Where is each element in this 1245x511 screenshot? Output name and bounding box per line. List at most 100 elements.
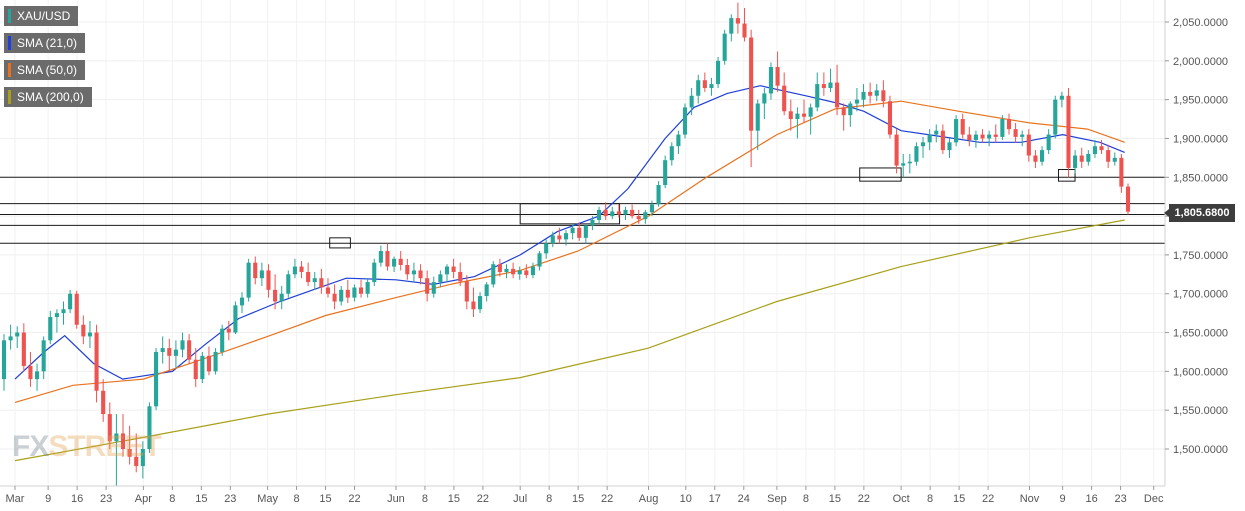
annotation-boxes	[329, 167, 1076, 249]
candle-body	[676, 134, 681, 147]
candle-body	[954, 119, 959, 143]
candle-body	[663, 160, 668, 186]
x-tick-label: 15	[195, 493, 207, 505]
x-tick-label: 8	[803, 493, 809, 505]
candle-body	[167, 348, 172, 356]
x-tick-label: 22	[858, 493, 870, 505]
candle-body	[200, 355, 205, 380]
legend-item-sma21[interactable]: SMA (21,0)	[4, 33, 86, 53]
candle-body	[775, 67, 780, 86]
candle-body	[497, 264, 502, 272]
candle-body	[788, 111, 793, 120]
candle-body	[239, 297, 245, 306]
candle-body	[61, 309, 66, 314]
candle-body	[504, 268, 509, 272]
candle-body	[960, 119, 965, 135]
x-tick-label: 23	[100, 493, 112, 505]
sma-line	[14, 85, 1125, 380]
candle-body	[101, 390, 106, 415]
y-tick-label: 1,500.0000	[1173, 444, 1228, 456]
candle-body	[107, 414, 112, 442]
candle-body	[1125, 186, 1131, 212]
legend-swatch	[8, 90, 11, 104]
x-tick-label: Mar	[6, 493, 25, 505]
candle-body	[187, 340, 192, 360]
candle-body	[597, 209, 602, 220]
candle-body	[464, 281, 469, 302]
candle-body	[1079, 155, 1084, 162]
x-tick-label: 24	[738, 493, 750, 505]
candle-body	[134, 456, 139, 467]
candle-body	[729, 18, 734, 34]
candle-body	[35, 371, 40, 380]
legend-item-price[interactable]: XAU/USD	[4, 6, 79, 26]
candle-body	[815, 84, 820, 108]
candle-body	[425, 278, 430, 294]
candle-body	[41, 340, 46, 372]
x-tick-label: 23	[1114, 493, 1126, 505]
candle-body	[636, 216, 641, 220]
candle-body	[1066, 95, 1071, 168]
last-price-tag: 1,805.6800	[1164, 204, 1235, 222]
y-tick-label: 1,850.0000	[1173, 172, 1228, 184]
legend-item-sma200[interactable]: SMA (200,0)	[4, 87, 92, 107]
legend-label: SMA (50,0)	[17, 63, 78, 77]
candle-body	[901, 163, 906, 166]
candle-body	[398, 258, 403, 266]
candle-body	[1026, 134, 1031, 156]
legend-item-sma50[interactable]: SMA (50,0)	[4, 60, 86, 80]
candle-body	[21, 332, 26, 366]
candle-body	[550, 235, 555, 244]
candle-body	[854, 99, 859, 104]
candle-body	[74, 293, 79, 325]
candle-body	[431, 282, 436, 294]
x-tick-label: 23	[224, 493, 236, 505]
candle-body	[755, 103, 760, 131]
candle-body	[411, 270, 416, 275]
moving-averages	[14, 85, 1125, 462]
sma-line	[14, 100, 1125, 403]
candle-body	[1106, 150, 1111, 162]
candle-body	[768, 67, 774, 94]
candle-body	[881, 90, 886, 102]
candle-body	[524, 270, 529, 276]
candle-body	[339, 289, 344, 302]
candle-body	[352, 287, 357, 298]
candle-body	[874, 90, 879, 96]
x-axis: Mar 9 16 23 Apr 8 15 23 May 8 15 22 Jun 8 15 22 Jul 8 15 22…	[6, 486, 1164, 505]
candle-body	[702, 80, 707, 88]
x-tick-label: Sep	[767, 493, 787, 505]
candle-body	[987, 134, 992, 139]
candle-body	[94, 332, 99, 391]
candle-body	[517, 270, 522, 275]
candle-body	[749, 37, 754, 131]
y-tick-label: 1,950.0000	[1173, 95, 1228, 107]
candle-body	[299, 266, 304, 272]
candle-body	[458, 271, 463, 282]
x-tick-label: Apr	[135, 493, 152, 505]
candle-body	[1046, 134, 1051, 151]
candle-body	[1, 340, 7, 380]
candle-body	[742, 23, 747, 38]
x-tick-label: 8	[927, 493, 933, 505]
candle-body	[477, 296, 483, 310]
candle-body	[623, 209, 628, 215]
y-tick-label: 2,000.0000	[1173, 56, 1228, 68]
watermark-part2: STREET	[48, 430, 161, 463]
candle-body	[927, 134, 932, 143]
candle-body	[365, 282, 370, 294]
y-tick-label: 1,650.0000	[1173, 328, 1228, 340]
x-tick-label: 22	[348, 493, 360, 505]
candle-body	[372, 262, 377, 283]
candle-body	[306, 271, 311, 283]
candle-body	[967, 134, 972, 141]
candle-body	[570, 227, 575, 234]
annotation-box	[329, 237, 351, 249]
candle-body	[1099, 146, 1104, 151]
candle-body	[471, 301, 476, 310]
candle-body	[861, 91, 866, 100]
x-tick-label: 9	[1060, 493, 1066, 505]
candle-body	[213, 351, 218, 372]
candle-body	[325, 287, 331, 294]
